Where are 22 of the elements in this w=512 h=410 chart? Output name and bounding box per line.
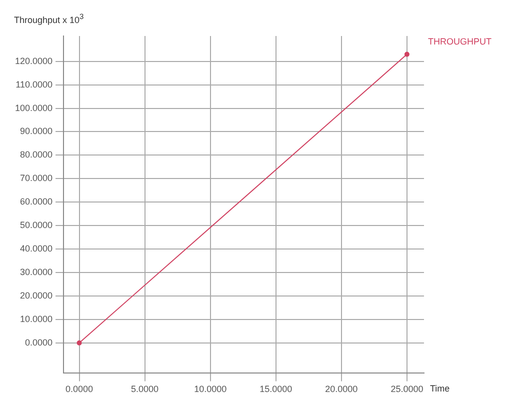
y-tick-label: 60.0000: [20, 196, 53, 207]
y-tick-label: 100.0000: [14, 102, 53, 113]
y-tick-label: 70.0000: [20, 173, 53, 184]
y-tick-label: 50.0000: [20, 220, 53, 230]
x-axis-title: Time: [430, 384, 450, 394]
y-tick-label: 120.0000: [14, 56, 53, 66]
y-axis-title: Throughput x 10$^{3}$: [14, 12, 84, 25]
x-tick-label: 20.0000: [325, 384, 358, 394]
y-tick-label: 90.0000: [20, 126, 53, 136]
y-tick-label: 30.0000: [20, 267, 53, 278]
y-tick-label: 10.0000: [20, 314, 53, 324]
y-tick-label: 40.0000: [20, 244, 53, 254]
x-tick-label: 5.0000: [131, 384, 159, 394]
y-tick-label: 80.0000: [20, 150, 53, 160]
x-tick-label: 25.0000: [390, 384, 424, 394]
x-tick-label: 10.0000: [194, 384, 227, 394]
y-tick-label: 110.0000: [16, 79, 53, 90]
y-tick-label: 0.0000: [25, 337, 53, 348]
x-tick-label: 0.0000: [66, 384, 94, 394]
y-tick-label: 20.0000: [20, 290, 53, 300]
text: THROUGHPUT: [428, 36, 492, 46]
x-tick-label: 15.0000: [260, 384, 292, 394]
